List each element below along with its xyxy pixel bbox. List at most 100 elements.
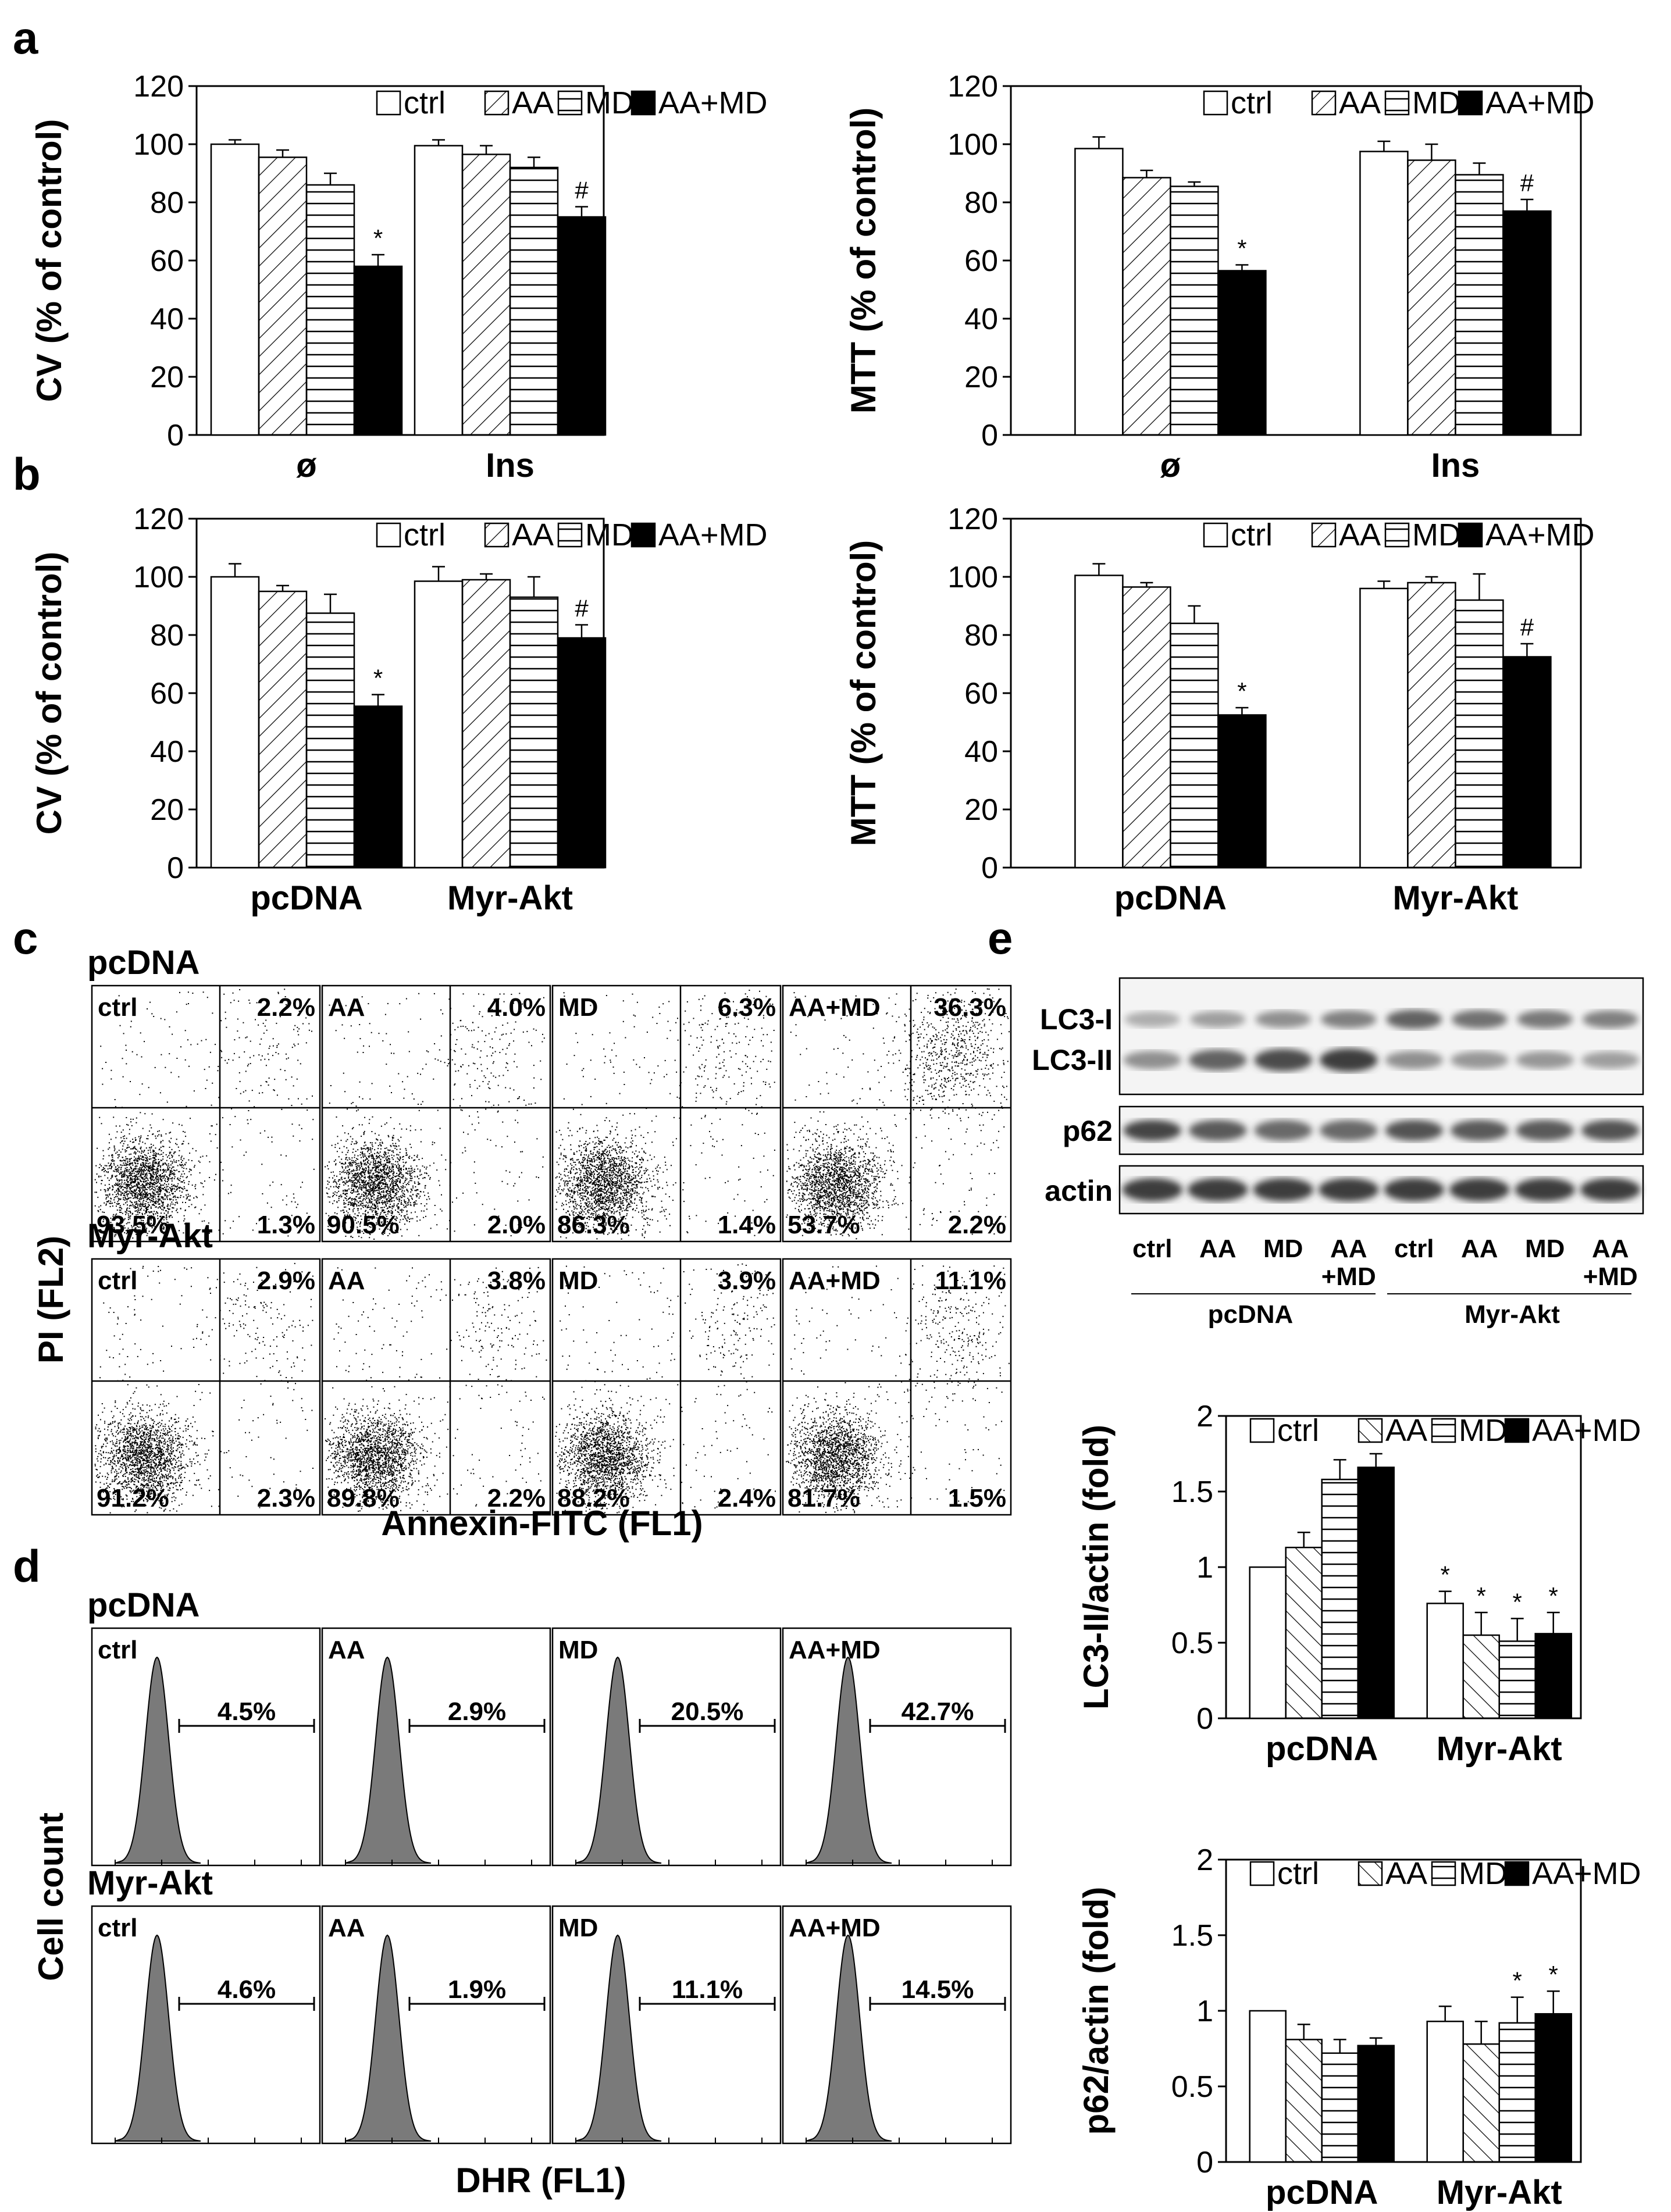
x-category-label: Myr-Akt <box>447 879 573 917</box>
legend-swatch <box>1458 90 1483 116</box>
hist-plot-name: AA+MD <box>789 1636 881 1664</box>
bar-ctrl-0 <box>1249 2010 1287 2163</box>
hist-plot-ctrl: 4.5% ctrl <box>91 1627 321 1867</box>
hist-plot-frame <box>782 1627 1012 1867</box>
quadrant-ur-value: 36.3% <box>934 993 1006 1022</box>
flow-plot-aa-md: AA+MD 36.3% 53.7% 2.2% <box>782 984 1012 1243</box>
significance-mark: # <box>1520 169 1534 197</box>
histogram-peak <box>806 1656 892 1864</box>
bar-aa-md-1 <box>1502 210 1552 436</box>
blot-group-label: pcDNA <box>1208 1300 1294 1329</box>
legend-label: AA+MD <box>1485 85 1595 120</box>
band-lc3-i <box>1386 1009 1442 1029</box>
hist-plot-name: AA <box>328 1636 365 1664</box>
hist-plot-frame <box>321 1627 551 1867</box>
legend-label: ctrl <box>1231 518 1273 552</box>
band-actin <box>1384 1178 1445 1201</box>
significance-mark: * <box>373 224 383 252</box>
band-actin <box>1449 1178 1510 1201</box>
blot-lane-label: ctrl <box>1394 1235 1434 1263</box>
flow-plot-frame <box>91 1258 321 1516</box>
panel-label-d: d <box>13 1540 41 1592</box>
gate-percentage: 4.5% <box>218 1697 276 1726</box>
flow-plot-md: MD 6.3% 86.3% 1.4% <box>551 984 782 1243</box>
panel-label-b: b <box>13 448 41 500</box>
hist-plot-aa-md: 14.5% AA+MD <box>782 1905 1012 2145</box>
bar-aa-0 <box>258 156 308 436</box>
y-tick-label: 0 <box>167 851 184 885</box>
flow-x-axis-label: Annexin-FITC (FL1) <box>381 1504 703 1543</box>
blot-row-label: p62 <box>1063 1115 1113 1147</box>
hist-row-title: Myr-Akt <box>87 1864 213 1902</box>
x-category-label: pcDNA <box>1266 1730 1378 1768</box>
y-tick-label: 1 <box>1196 1995 1213 2028</box>
flow-plot-name: AA+MD <box>789 993 881 1022</box>
hist-x-axis-label: DHR (FL1) <box>455 2161 626 2200</box>
gate-percentage: 20.5% <box>671 1697 744 1726</box>
legend-swatch <box>1249 1418 1275 1443</box>
gate-percentage: 4.6% <box>218 1975 276 2004</box>
y-axis-label: LC3-II/actin (fold) <box>1077 1425 1116 1710</box>
band-lc3-i <box>1582 1010 1638 1029</box>
legend-label: AA <box>512 85 554 120</box>
histogram-peak <box>575 1656 662 1864</box>
band-p62 <box>1450 1120 1509 1141</box>
western-blot-panel: LC3-I LC3-II p62 actin ctrl AA MD AA +MD ctrl AA MD… <box>1032 977 1644 1329</box>
quadrant-lr-value: 2.2% <box>948 1211 1006 1239</box>
y-tick-label: 0 <box>981 419 998 452</box>
quadrant-ll-value: 53.7% <box>788 1211 860 1239</box>
y-tick-label: 100 <box>947 128 998 162</box>
hist-plot-frame <box>91 1627 321 1867</box>
quadrant-ll-value: 93.5% <box>97 1211 169 1239</box>
legend-label: MD <box>1459 1413 1508 1448</box>
histogram-panel: pcDNA 4.5% ctrl 2.9% AA 20.5% MD 42.7% AA+MD Myr-… <box>87 1586 1012 2145</box>
legend-swatch <box>1311 90 1337 116</box>
y-tick-label: 20 <box>150 361 184 394</box>
bar-aa-md-0 <box>1357 2045 1395 2163</box>
significance-mark: # <box>575 177 589 204</box>
flow-plot-aa: AA 3.8% 89.8% 2.2% <box>321 1258 551 1516</box>
significance-mark: * <box>1513 1967 1522 1995</box>
y-tick-label: 80 <box>964 186 998 220</box>
legend-label: MD <box>1459 1856 1508 1891</box>
hist-plot-name: MD <box>558 1914 598 1942</box>
y-axis-label: MTT (% of control) <box>844 540 883 847</box>
hist-plot-name: ctrl <box>98 1636 137 1664</box>
band-lc3-ii <box>1581 1051 1640 1069</box>
quadrant-lr-value: 2.0% <box>487 1211 546 1239</box>
bar-md-1 <box>1498 2022 1536 2163</box>
blot-lc3-box <box>1118 977 1644 1096</box>
quadrant-lr-value: 2.3% <box>257 1484 315 1512</box>
flow-plot-frame <box>551 984 782 1243</box>
chart-e-p62: 0 0.5 1 1.5 2 p62/actin (fold) pcDNA * * Myr-Akt c… <box>1077 1843 1641 2211</box>
x-category-label: Ins <box>486 447 535 484</box>
y-tick-label: 120 <box>947 70 998 104</box>
y-tick-label: 40 <box>964 735 998 769</box>
bar-aa-md-1 <box>557 216 607 436</box>
bar-ctrl-0 <box>1249 1566 1287 1719</box>
chart-b-cv: 0 20 40 60 80 100 120 CV (% of control) * pcDNA # M… <box>30 502 768 917</box>
legend-label: AA+MD <box>1485 518 1595 552</box>
y-tick-label: 120 <box>133 70 184 104</box>
legend-label: AA <box>1339 518 1381 552</box>
y-tick-label: 60 <box>150 677 184 711</box>
blot-lane-label: AA +MD <box>1583 1235 1638 1291</box>
band-lc3-i <box>1320 1010 1377 1029</box>
y-tick-label: 1 <box>1196 1551 1213 1585</box>
legend-label: ctrl <box>1231 85 1273 120</box>
y-tick-label: 0 <box>167 419 184 452</box>
hist-plot-frame <box>782 1905 1012 2145</box>
y-tick-label: 80 <box>150 186 184 220</box>
significance-mark: # <box>575 595 589 622</box>
y-tick-label: 0.5 <box>1171 2070 1213 2104</box>
histogram-peak <box>115 1934 201 2142</box>
bar-aa-1 <box>1462 2043 1500 2163</box>
legend-label: ctrl <box>1277 1413 1319 1448</box>
bar-aa-0 <box>1122 177 1171 436</box>
band-lc3-ii <box>1319 1048 1378 1072</box>
flow-plot-name: MD <box>558 993 598 1022</box>
bar-ctrl-1 <box>1426 1603 1464 1719</box>
y-tick-label: 60 <box>964 677 998 711</box>
flow-plot-name: MD <box>558 1266 598 1295</box>
bar-md-1 <box>1455 599 1504 869</box>
